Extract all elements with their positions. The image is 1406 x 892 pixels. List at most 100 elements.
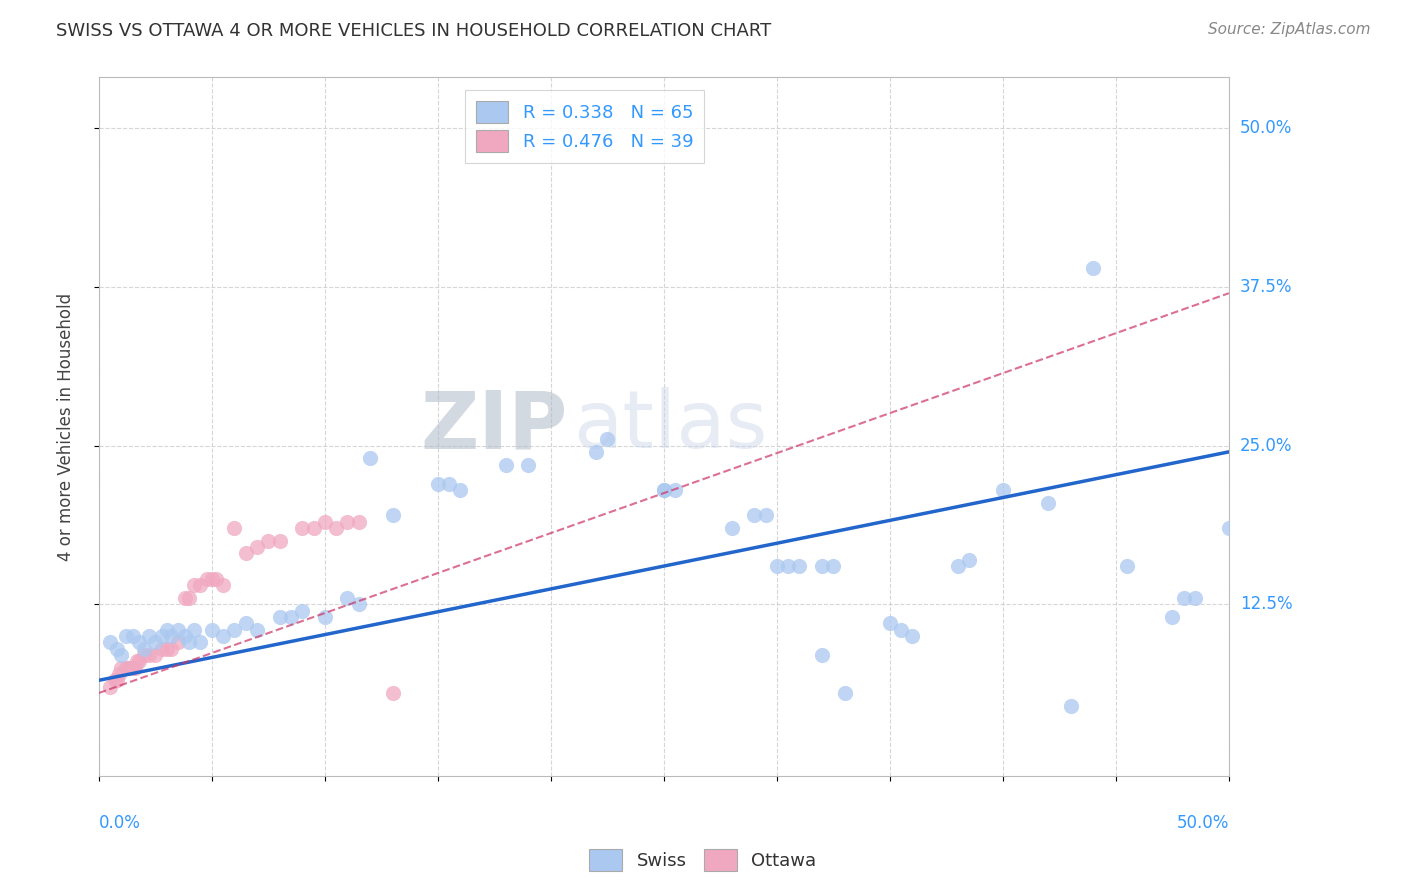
Point: [167, 623, 190, 637]
Point: [437, 476, 460, 491]
Point: [291, 603, 314, 617]
Point: [291, 521, 314, 535]
Legend: Swiss, Ottawa: Swiss, Ottawa: [582, 842, 824, 879]
Point: [98, 635, 121, 649]
Point: [359, 451, 381, 466]
Point: [150, 629, 173, 643]
Point: [121, 660, 143, 674]
Point: [121, 629, 143, 643]
Point: [766, 559, 789, 574]
Point: [742, 508, 765, 523]
Point: [138, 648, 160, 662]
Point: [495, 458, 517, 472]
Point: [235, 546, 257, 560]
Point: [664, 483, 686, 497]
Point: [110, 648, 132, 662]
Point: [1218, 521, 1240, 535]
Point: [167, 635, 190, 649]
Point: [128, 654, 150, 668]
Point: [132, 641, 155, 656]
Point: [336, 515, 359, 529]
Point: [823, 559, 845, 574]
Point: [1059, 698, 1081, 713]
Point: [179, 635, 201, 649]
Text: 50.0%: 50.0%: [1177, 814, 1229, 832]
Point: [347, 597, 370, 611]
Point: [426, 476, 449, 491]
Point: [347, 515, 370, 529]
Point: [155, 623, 177, 637]
Text: 25.0%: 25.0%: [1240, 436, 1292, 455]
Point: [201, 572, 224, 586]
Point: [160, 641, 183, 656]
Point: [138, 629, 160, 643]
Point: [195, 572, 218, 586]
Point: [1173, 591, 1195, 605]
Point: [991, 483, 1014, 497]
Point: [325, 521, 347, 535]
Point: [302, 521, 325, 535]
Point: [314, 515, 336, 529]
Point: [1161, 610, 1184, 624]
Point: [132, 648, 155, 662]
Legend: R = 0.338   N = 65, R = 0.476   N = 39: R = 0.338 N = 65, R = 0.476 N = 39: [465, 90, 704, 163]
Text: 50.0%: 50.0%: [1240, 120, 1292, 137]
Point: [585, 445, 607, 459]
Point: [1116, 559, 1139, 574]
Point: [890, 623, 912, 637]
Point: [449, 483, 471, 497]
Point: [879, 616, 901, 631]
Point: [811, 648, 834, 662]
Point: [212, 629, 235, 643]
Point: [105, 673, 128, 688]
Point: [517, 458, 540, 472]
Point: [778, 559, 800, 574]
Point: [246, 623, 269, 637]
Point: [201, 623, 224, 637]
Point: [183, 578, 205, 592]
Point: [108, 667, 131, 681]
Point: [720, 521, 742, 535]
Point: [212, 578, 235, 592]
Point: [596, 432, 619, 446]
Point: [901, 629, 924, 643]
Point: [190, 635, 212, 649]
Point: [117, 660, 139, 674]
Point: [834, 686, 856, 700]
Text: SWISS VS OTTAWA 4 OR MORE VEHICLES IN HOUSEHOLD CORRELATION CHART: SWISS VS OTTAWA 4 OR MORE VEHICLES IN HO…: [56, 22, 772, 40]
Point: [155, 641, 177, 656]
Point: [1083, 260, 1105, 275]
Point: [160, 629, 183, 643]
Point: [957, 553, 980, 567]
Point: [173, 591, 195, 605]
Point: [652, 483, 675, 497]
Y-axis label: 4 or more Vehicles in Household: 4 or more Vehicles in Household: [58, 293, 75, 560]
Point: [115, 629, 138, 643]
Point: [127, 654, 149, 668]
Point: [336, 591, 359, 605]
Point: [143, 648, 166, 662]
Point: [257, 533, 280, 548]
Point: [190, 578, 212, 592]
Point: [754, 508, 776, 523]
Point: [124, 660, 146, 674]
Point: [143, 635, 166, 649]
Point: [314, 610, 336, 624]
Point: [110, 660, 132, 674]
Point: [224, 623, 246, 637]
Text: Source: ZipAtlas.com: Source: ZipAtlas.com: [1208, 22, 1371, 37]
Point: [98, 680, 121, 694]
Point: [1036, 495, 1059, 509]
Point: [115, 660, 138, 674]
Point: [652, 483, 675, 497]
Point: [246, 540, 269, 554]
Point: [1229, 698, 1251, 713]
Text: 37.5%: 37.5%: [1240, 278, 1292, 296]
Text: ZIP: ZIP: [420, 387, 568, 466]
Point: [128, 635, 150, 649]
Point: [104, 673, 127, 688]
Point: [224, 521, 246, 535]
Point: [120, 660, 142, 674]
Point: [105, 641, 128, 656]
Point: [1184, 591, 1206, 605]
